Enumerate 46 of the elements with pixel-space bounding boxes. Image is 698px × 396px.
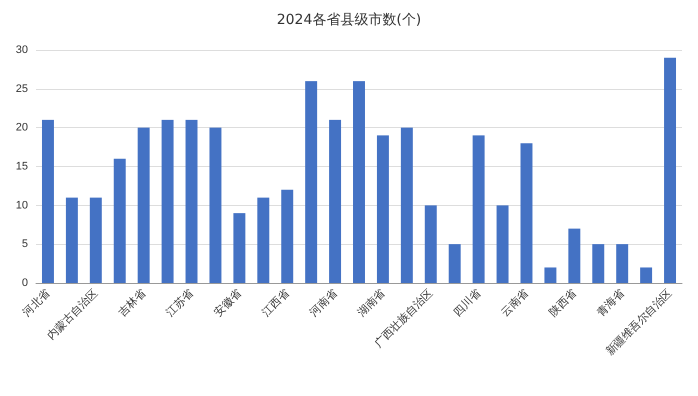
bar <box>424 205 437 283</box>
bar <box>281 190 294 283</box>
y-tick-label: 5 <box>22 238 28 250</box>
bar <box>162 120 174 283</box>
bar <box>138 128 150 283</box>
y-tick-label: 25 <box>16 82 28 95</box>
x-tick-label: 云南省 <box>498 286 532 319</box>
bar <box>90 198 102 283</box>
bar <box>592 244 604 283</box>
y-tick-label: 30 <box>16 44 28 56</box>
x-tick-label: 安徽省 <box>211 286 244 319</box>
bar <box>568 228 580 283</box>
bar <box>472 135 485 283</box>
bar <box>209 128 222 283</box>
y-tick-label: 20 <box>16 122 28 134</box>
x-tick-label: 四川省 <box>450 286 484 319</box>
bar <box>400 128 413 283</box>
bar <box>640 267 652 283</box>
bar <box>305 81 318 283</box>
bar <box>520 143 532 283</box>
bar <box>186 120 198 283</box>
bar <box>616 244 628 283</box>
x-tick-label: 江西省 <box>259 286 292 319</box>
x-tick-label: 陕西省 <box>546 286 579 319</box>
bar <box>376 135 389 283</box>
y-tick-label: 15 <box>16 160 28 172</box>
bar <box>257 198 270 283</box>
x-tick-label: 河北省 <box>20 286 53 319</box>
x-tick-label: 青海省 <box>594 286 627 319</box>
y-tick-label: 10 <box>16 199 28 212</box>
bar <box>42 120 54 283</box>
chart-title: 2024各省县级市数(个) <box>276 12 422 28</box>
bar <box>353 81 365 283</box>
x-tick-label: 湖南省 <box>354 286 388 319</box>
bar <box>114 158 126 283</box>
y-tick-label: 0 <box>22 277 28 289</box>
bar <box>544 267 556 283</box>
x-tick-label: 河南省 <box>307 286 340 319</box>
bar <box>496 205 509 283</box>
bar <box>329 120 342 283</box>
bar <box>664 58 676 283</box>
x-tick-label: 吉林省 <box>116 286 148 319</box>
x-tick-label: 江苏省 <box>164 286 196 319</box>
bar <box>233 213 246 283</box>
bar <box>448 244 461 283</box>
bar <box>66 198 78 283</box>
